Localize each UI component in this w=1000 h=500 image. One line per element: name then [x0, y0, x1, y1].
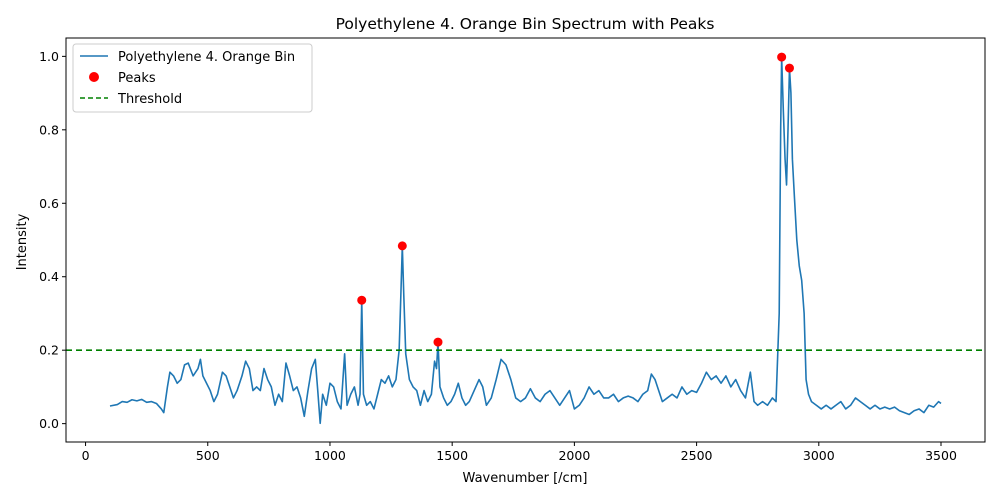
x-tick-label: 1500 — [436, 448, 468, 463]
y-tick-label: 0.0 — [39, 416, 59, 431]
legend-box — [72, 43, 313, 113]
legend-label-spectrum: Polyethylene 4. Orange Bin — [118, 50, 295, 65]
peak-marker — [784, 63, 794, 73]
y-tick-label: 1.0 — [39, 49, 59, 64]
peak-marker — [357, 295, 367, 305]
peak-marker — [433, 337, 443, 347]
x-tick-label: 3000 — [803, 448, 835, 463]
x-tick-label: 1000 — [314, 448, 346, 463]
x-tick-label: 500 — [196, 448, 220, 463]
legend-label-peaks: Peaks — [118, 71, 156, 86]
axes-frame — [65, 37, 986, 443]
y-tick-label: 0.4 — [39, 269, 59, 284]
y-tick-label: 0.6 — [39, 196, 59, 211]
x-tick-label: 3500 — [925, 448, 957, 463]
peak-marker — [397, 241, 407, 251]
x-tick-label: 2500 — [681, 448, 713, 463]
x-axis-label: Wavenumber [/cm] — [463, 471, 588, 486]
y-tick-label: 0.8 — [39, 122, 59, 137]
legend: Polyethylene 4. Orange Bin Peaks Thresho… — [72, 43, 313, 113]
peak-marker — [777, 52, 787, 62]
x-tick-label: 0 — [82, 448, 90, 463]
x-tick-label: 2000 — [558, 448, 590, 463]
legend-peak-marker — [89, 72, 99, 82]
legend-label-threshold: Threshold — [117, 92, 182, 107]
y-tick-label: 0.2 — [39, 343, 59, 358]
y-axis-label: Intensity — [15, 213, 30, 270]
x-axis: 0 500 1000 1500 2000 2500 3000 3500 — [82, 442, 957, 463]
plot-area — [66, 52, 985, 425]
spectrum-line — [109, 56, 942, 425]
y-axis: 0.0 0.2 0.4 0.6 0.8 1.0 — [39, 49, 66, 431]
chart-title: Polyethylene 4. Orange Bin Spectrum with… — [336, 15, 715, 33]
